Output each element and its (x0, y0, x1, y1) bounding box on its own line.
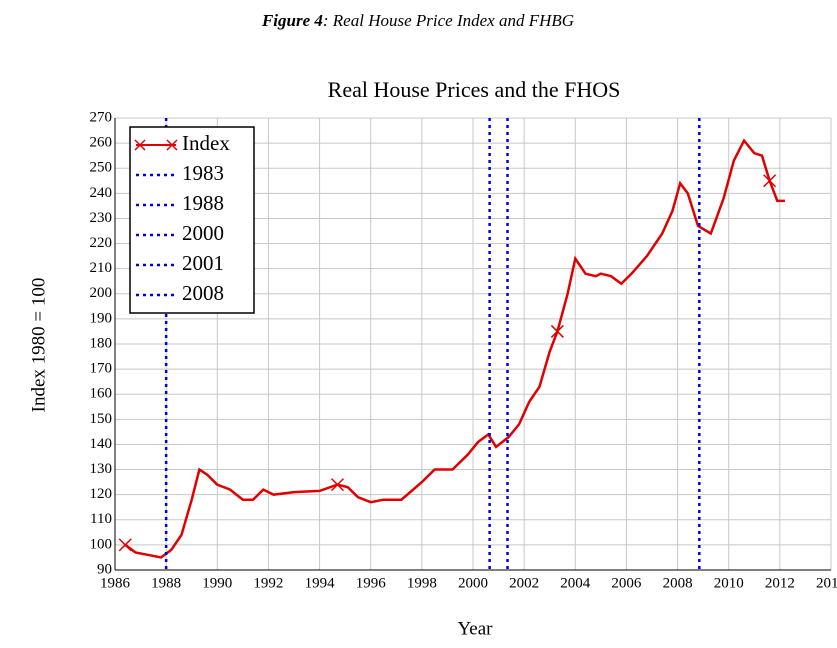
point-marker (330, 478, 345, 492)
y-tick-label: 100 (90, 536, 113, 552)
y-tick-label: 240 (90, 185, 113, 201)
point-marker (550, 324, 564, 338)
legend-label: 2001 (182, 251, 224, 275)
index-line (124, 138, 785, 559)
x-tick-label: 1994 (305, 575, 336, 591)
x-tick-label: 2014 (816, 575, 837, 591)
y-tick-label: 180 (90, 335, 113, 351)
legend-label: 1988 (182, 191, 224, 215)
y-tick-label: 270 (90, 109, 113, 125)
caption-text: : Real House Price Index and FHBG (323, 11, 574, 30)
y-tick-label: 210 (90, 260, 113, 276)
legend-box (129, 126, 255, 314)
y-tick-label: 110 (90, 511, 112, 527)
y-tick-label: 90 (97, 561, 112, 577)
x-tick-label: 1996 (356, 575, 387, 591)
x-tick-label: 1986 (100, 575, 131, 591)
figure-caption: Figure 4: Real House Price Index and FHB… (261, 11, 574, 30)
legend-marker (134, 139, 146, 151)
y-tick-label: 190 (90, 310, 113, 326)
point-marker (118, 538, 132, 552)
y-tick-label: 260 (90, 135, 113, 151)
y-tick-label: 140 (90, 436, 113, 452)
x-tick-label: 2008 (663, 575, 693, 591)
x-tick-label: 2012 (765, 575, 795, 591)
x-tick-label: 1998 (407, 575, 437, 591)
y-tick-label: 200 (90, 285, 113, 301)
x-axis-label: Year (457, 618, 493, 639)
y-tick-label: 230 (90, 210, 113, 226)
y-tick-label: 130 (90, 461, 113, 477)
legend-label: Index (182, 131, 230, 155)
x-tick-label: 2004 (560, 575, 591, 591)
y-tick-label: 250 (90, 160, 113, 176)
x-tick-label: 1988 (151, 575, 181, 591)
point-marker (763, 174, 777, 188)
x-tick-label: 2000 (458, 575, 488, 591)
legend-marker (166, 139, 178, 151)
legend-label: 2008 (182, 281, 224, 305)
x-tick-label: 1990 (202, 575, 232, 591)
y-tick-label: 170 (90, 361, 113, 377)
x-tick-label: 2010 (714, 575, 744, 591)
y-tick-label: 160 (90, 386, 113, 402)
x-tick-label: 2006 (611, 575, 642, 591)
legend-label: 2000 (182, 221, 224, 245)
y-tick-label: 120 (90, 486, 113, 502)
y-tick-label: 150 (90, 411, 113, 427)
x-tick-label: 1992 (253, 575, 283, 591)
y-axis-label: Index 1980 = 100 (28, 278, 49, 413)
x-tick-label: 2002 (509, 575, 539, 591)
legend-label: 1983 (182, 161, 224, 185)
y-tick-label: 220 (90, 235, 113, 251)
chart-title: Real House Prices and the FHOS (328, 77, 621, 102)
figure-label: Figure 4 (261, 11, 323, 30)
